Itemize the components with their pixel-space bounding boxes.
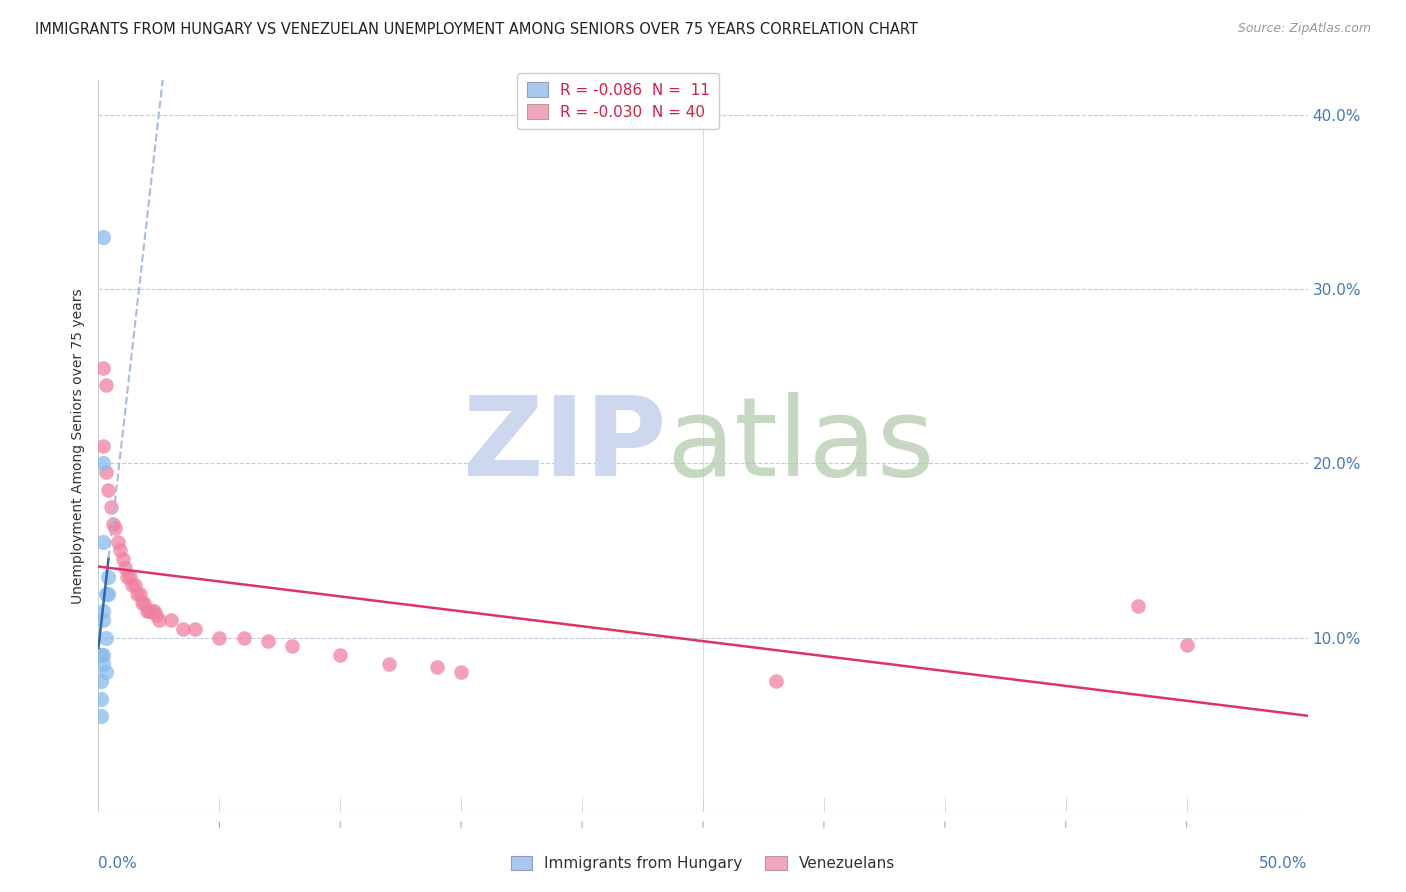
Point [94, 378, 117, 392]
Point [94, 587, 117, 601]
Point [94, 465, 117, 479]
Point [208, 631, 231, 645]
Text: 50.0%: 50.0% [1260, 855, 1308, 871]
Point [90, 691, 112, 706]
Point [256, 634, 278, 648]
Point [90, 674, 112, 689]
Point [91, 604, 114, 618]
Point [108, 543, 131, 558]
Point [114, 561, 136, 575]
Text: atlas: atlas [666, 392, 935, 500]
Point [91, 648, 114, 662]
Point [184, 622, 207, 636]
Point [127, 587, 149, 601]
Point [232, 631, 254, 645]
Point [118, 569, 141, 583]
Point [426, 660, 449, 674]
Point [97, 587, 120, 601]
Point [97, 483, 120, 497]
Point [91, 534, 114, 549]
Point [450, 665, 472, 680]
Point [143, 604, 166, 618]
Point [172, 622, 194, 636]
Point [91, 457, 114, 471]
Point [91, 230, 114, 244]
Point [101, 517, 124, 532]
Point [145, 607, 167, 622]
Point [128, 587, 150, 601]
Point [111, 552, 134, 566]
Legend: Immigrants from Hungary, Venezuelans: Immigrants from Hungary, Venezuelans [505, 849, 901, 877]
Text: ZIP: ZIP [464, 392, 666, 500]
Point [135, 604, 157, 618]
Point [160, 613, 183, 627]
Point [1128, 599, 1150, 614]
Point [104, 521, 127, 535]
Point [97, 569, 120, 583]
Point [121, 578, 143, 592]
Point [90, 648, 112, 662]
Text: Source: ZipAtlas.com: Source: ZipAtlas.com [1237, 22, 1371, 36]
Point [1175, 638, 1198, 652]
Point [90, 709, 112, 723]
Point [100, 500, 122, 514]
Point [91, 360, 114, 375]
Point [131, 596, 153, 610]
Point [94, 665, 117, 680]
Y-axis label: Unemployment Among Seniors over 75 years: Unemployment Among Seniors over 75 years [70, 288, 84, 604]
Point [148, 613, 170, 627]
Point [117, 569, 139, 583]
Point [124, 578, 146, 592]
Point [281, 640, 304, 654]
Point [91, 439, 114, 453]
Point [377, 657, 399, 671]
Point [141, 604, 163, 618]
Point [138, 604, 160, 618]
Point [134, 596, 156, 610]
Point [329, 648, 352, 662]
Text: 0.0%: 0.0% [98, 855, 138, 871]
Point [94, 631, 117, 645]
Point [91, 657, 114, 671]
Point [91, 613, 114, 627]
Text: IMMIGRANTS FROM HUNGARY VS VENEZUELAN UNEMPLOYMENT AMONG SENIORS OVER 75 YEARS C: IMMIGRANTS FROM HUNGARY VS VENEZUELAN UN… [35, 22, 918, 37]
Point [107, 534, 129, 549]
Point [765, 674, 787, 689]
